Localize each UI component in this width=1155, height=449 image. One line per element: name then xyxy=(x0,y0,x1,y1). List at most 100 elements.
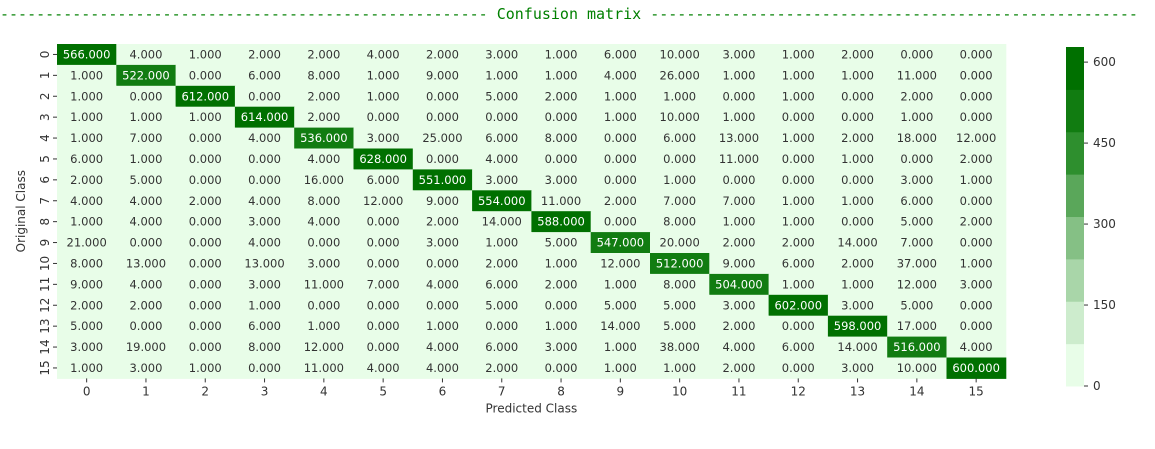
heatmap-cell xyxy=(590,211,651,233)
cell-value-label: 2.000 xyxy=(129,298,162,312)
cell-value-label: 0.000 xyxy=(426,89,459,103)
cell-value-label: 1.000 xyxy=(782,215,815,229)
cell-value-label: 0.000 xyxy=(129,236,162,250)
heatmap-cell xyxy=(175,273,236,296)
cell-value-label: 1.000 xyxy=(960,173,993,187)
heatmap-cell xyxy=(709,336,770,358)
heatmap-cell xyxy=(472,44,532,66)
cell-value-label: 0.000 xyxy=(426,256,459,270)
cell-value-label: 0.000 xyxy=(722,89,755,103)
heatmap-cell xyxy=(650,190,710,212)
cell-value-label: 0.000 xyxy=(189,173,222,187)
cell-value-label: 2.000 xyxy=(900,89,933,103)
heatmap-cell xyxy=(650,64,710,87)
y-tick-label: 9 xyxy=(38,239,52,247)
cell-value-label: 4.000 xyxy=(307,152,340,166)
heatmap-cell xyxy=(412,315,473,338)
colorbar-segment xyxy=(1066,301,1084,345)
heatmap-cell xyxy=(116,357,177,379)
cell-value-label: 588.000 xyxy=(537,215,585,229)
heatmap-cells: 566.000 4.000 1.000 2.000 2.000 4.000 2.000 3.0… xyxy=(57,44,1007,379)
heatmap-cell xyxy=(590,148,651,170)
heatmap-cell xyxy=(887,106,947,129)
heatmap-cell xyxy=(531,44,592,66)
heatmap-cell xyxy=(294,232,354,254)
cell-value-label: 3.000 xyxy=(129,361,162,375)
heatmap-cell xyxy=(175,336,236,358)
cell-value-label: 0.000 xyxy=(189,340,222,354)
heatmap-cell xyxy=(294,44,354,66)
heatmap-cell xyxy=(175,169,236,191)
cell-value-label: 7.000 xyxy=(367,277,400,291)
cell-value-label: 3.000 xyxy=(841,298,874,312)
heatmap-cell xyxy=(353,273,414,296)
cell-value-label: 4.000 xyxy=(722,340,755,354)
heatmap-cell xyxy=(116,85,177,108)
x-tick-label: 12 xyxy=(791,384,806,398)
cell-value-label: 3.000 xyxy=(722,47,755,61)
x-axis-ticks: 0 1 2 3 4 5 6 7 8 9 10 11 12 13 14 15 xyxy=(83,378,984,398)
heatmap-cell xyxy=(175,148,236,170)
cell-value-label: 0.000 xyxy=(545,298,578,312)
colorbar: 0 150 300 450 600 xyxy=(1066,47,1116,393)
cell-value-label: 0.000 xyxy=(189,277,222,291)
heatmap-cell xyxy=(353,106,414,129)
heatmap-cell xyxy=(472,64,532,87)
cell-value-label: 4.000 xyxy=(248,236,281,250)
cell-value-label: 8.000 xyxy=(663,277,696,291)
cell-value-label: 2.000 xyxy=(426,215,459,229)
colorbar-segment xyxy=(1066,89,1084,133)
colorbar-segment xyxy=(1066,47,1084,90)
cell-value-label: 6.000 xyxy=(367,173,400,187)
y-tick-label: 0 xyxy=(38,51,52,59)
heatmap-cell xyxy=(590,336,651,358)
cell-value-label: 2.000 xyxy=(960,215,993,229)
heatmap-cell xyxy=(650,106,710,129)
heatmap-cell xyxy=(650,294,710,317)
heatmap-cell xyxy=(57,232,117,254)
heatmap-cell xyxy=(412,232,473,254)
cell-value-label: 0.000 xyxy=(545,361,578,375)
cell-value-label: 3.000 xyxy=(248,215,281,229)
heatmap-cell xyxy=(294,169,354,191)
heatmap-cell xyxy=(650,44,710,66)
y-tick-label: 12 xyxy=(38,298,52,313)
heatmap-cell xyxy=(650,85,710,108)
cell-value-label: 0.000 xyxy=(900,47,933,61)
heatmap-cell xyxy=(590,357,651,379)
cell-value-label: 6.000 xyxy=(782,340,815,354)
cell-value-label: 0.000 xyxy=(129,89,162,103)
heatmap-cell xyxy=(175,190,236,212)
heatmap-cell xyxy=(768,315,829,338)
cell-value-label: 20.000 xyxy=(660,236,700,250)
cell-value-label: 1.000 xyxy=(248,298,281,312)
heatmap-cell xyxy=(472,169,532,191)
heatmap-cell xyxy=(472,315,532,338)
cell-value-label: 0.000 xyxy=(367,340,400,354)
cell-value-label: 2.000 xyxy=(189,194,222,208)
heatmap-cell xyxy=(234,106,295,129)
heatmap-cell xyxy=(531,85,592,108)
heatmap-cell xyxy=(353,148,414,170)
cell-value-label: 6.000 xyxy=(485,340,518,354)
cell-value-label: 1.000 xyxy=(604,361,637,375)
cell-value-label: 0.000 xyxy=(782,361,815,375)
heatmap-cell xyxy=(175,85,236,108)
cell-value-label: 1.000 xyxy=(604,277,637,291)
heatmap-cell xyxy=(590,253,651,275)
x-tick-label: 0 xyxy=(83,384,91,398)
heatmap-cell xyxy=(768,106,829,129)
heatmap-cell xyxy=(57,148,117,170)
heatmap-cell xyxy=(412,357,473,379)
heatmap-cell xyxy=(531,232,592,254)
heatmap-cell xyxy=(768,85,829,108)
heatmap-cell xyxy=(531,211,592,233)
heatmap-cell xyxy=(827,127,888,149)
heatmap-cell xyxy=(590,85,651,108)
heatmap-cell xyxy=(472,85,532,108)
heatmap-cell xyxy=(827,148,888,170)
heatmap-cell xyxy=(116,294,177,317)
cell-value-label: 0.000 xyxy=(426,298,459,312)
cell-value-label: 0.000 xyxy=(189,236,222,250)
heatmap-cell xyxy=(116,190,177,212)
